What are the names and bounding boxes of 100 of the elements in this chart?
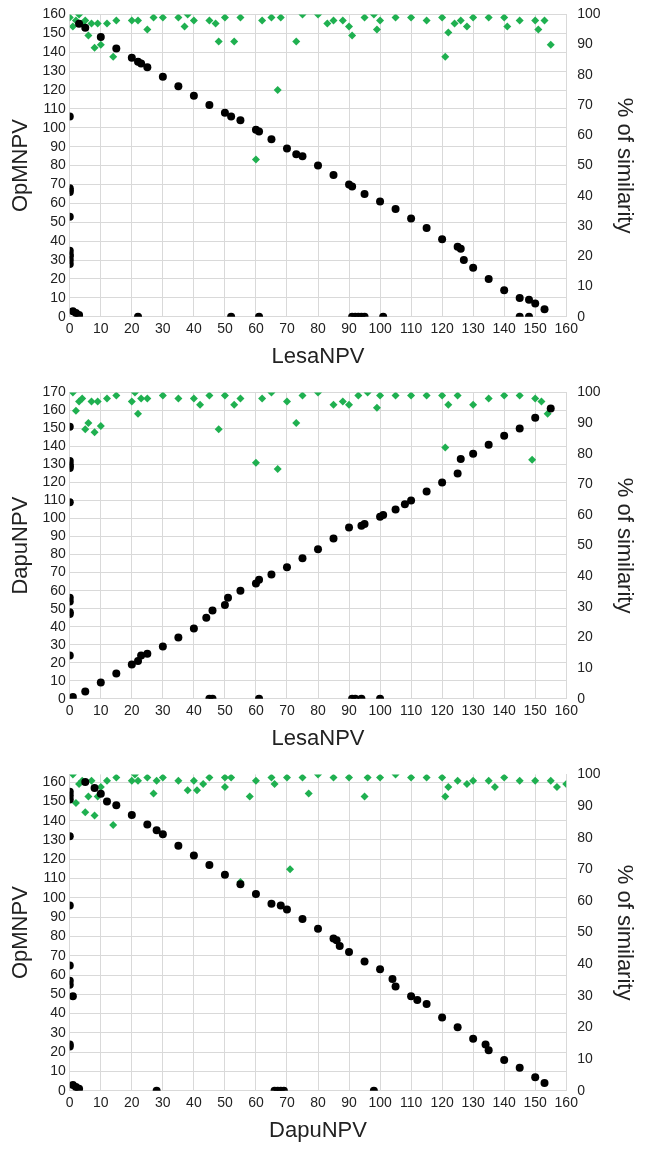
y2-tick-label: 40 xyxy=(577,567,594,584)
y2-tick-label: 40 xyxy=(577,955,594,972)
x-tick-label: 70 xyxy=(279,1094,295,1111)
x-tick-label: 160 xyxy=(554,1094,579,1111)
y2-tick-label: 100 xyxy=(577,5,601,22)
x-tick-label: 110 xyxy=(399,320,423,337)
x-tick-label: 130 xyxy=(461,320,486,337)
y-tick-label: 50 xyxy=(50,213,66,230)
x-tick-label: 150 xyxy=(523,1094,548,1111)
y-tick-label: 60 xyxy=(50,965,66,982)
y2-tick-label: 80 xyxy=(577,65,594,82)
y2-tick-label: 30 xyxy=(577,986,594,1003)
y-tick-label: 160 xyxy=(42,5,66,22)
y-tick-label: 130 xyxy=(42,455,66,472)
x-axis-title: DapuNPV xyxy=(269,1116,368,1142)
y-tick-label: 60 xyxy=(50,581,66,598)
x-tick-label: 20 xyxy=(124,320,140,337)
x-tick-label: 10 xyxy=(93,1094,109,1111)
y-tick-label: 110 xyxy=(43,99,66,116)
y2-tick-label: 20 xyxy=(577,247,594,264)
y-tick-label: 90 xyxy=(50,137,66,154)
x-tick-label: 50 xyxy=(217,1094,233,1111)
y-tick-label: 20 xyxy=(50,269,66,286)
y-tick-label: 90 xyxy=(50,527,66,544)
y-axis-title: DapuNPV xyxy=(7,496,33,595)
y-tick-label: 40 xyxy=(50,1004,66,1021)
x-tick-label: 100 xyxy=(368,702,392,719)
y-tick-label: 40 xyxy=(50,232,66,249)
x-tick-label: 80 xyxy=(310,320,326,337)
y2-tick-label: 90 xyxy=(577,413,594,430)
x-tick-label: 120 xyxy=(430,702,455,719)
x-tick-label: 60 xyxy=(248,1094,264,1111)
x-tick-label: 110 xyxy=(399,702,423,719)
y2-tick-label: 30 xyxy=(577,216,594,233)
x-tick-label: 20 xyxy=(124,702,140,719)
y2-tick-label: 0 xyxy=(577,689,586,706)
y2-tick-label: 30 xyxy=(577,597,594,614)
y2-tick-label: 60 xyxy=(577,126,594,143)
y-tick-label: 10 xyxy=(50,671,66,688)
x-axis-title: LesaNPV xyxy=(271,724,365,750)
y-tick-label: 70 xyxy=(50,175,66,192)
y2-tick-label: 80 xyxy=(577,828,594,845)
y-tick-label: 110 xyxy=(43,869,66,886)
y-tick-label: 130 xyxy=(42,830,66,847)
y2-tick-label: 100 xyxy=(577,383,601,400)
y-tick-label: 120 xyxy=(42,80,66,97)
y-tick-label: 120 xyxy=(42,850,66,867)
y-tick-label: 20 xyxy=(50,1043,66,1060)
y2-axis-title: % of similarity xyxy=(612,97,638,234)
x-tick-label: 150 xyxy=(523,702,548,719)
y-tick-label: 140 xyxy=(42,43,66,60)
y-tick-label: 50 xyxy=(50,599,66,616)
x-tick-label: 30 xyxy=(155,1094,171,1111)
y-tick-label: 60 xyxy=(50,194,66,211)
x-tick-label: 160 xyxy=(554,320,579,337)
x-tick-label: 120 xyxy=(430,1094,455,1111)
y2-tick-label: 90 xyxy=(577,35,594,52)
y-tick-label: 10 xyxy=(50,1062,66,1079)
y2-tick-label: 20 xyxy=(577,1018,594,1035)
y-tick-label: 10 xyxy=(50,288,66,305)
x-tick-label: 30 xyxy=(155,320,171,337)
x-tick-label: 40 xyxy=(186,1094,202,1111)
y2-tick-label: 0 xyxy=(577,307,586,324)
y2-tick-label: 0 xyxy=(577,1081,586,1098)
y2-tick-label: 10 xyxy=(577,277,594,294)
y-axis-title: OpMNPV xyxy=(7,885,33,980)
y-tick-label: 110 xyxy=(43,491,66,508)
x-tick-label: 150 xyxy=(523,320,548,337)
y2-tick-label: 40 xyxy=(577,186,594,203)
y-tick-label: 160 xyxy=(42,772,66,789)
y-tick-label: 170 xyxy=(42,383,66,400)
y-tick-label: 0 xyxy=(57,307,66,324)
x-tick-label: 140 xyxy=(492,1094,517,1111)
y-tick-label: 150 xyxy=(42,792,66,809)
y2-tick-label: 70 xyxy=(577,860,594,877)
y-tick-label: 100 xyxy=(42,118,66,135)
x-tick-label: 80 xyxy=(310,702,326,719)
x-tick-label: 130 xyxy=(461,1094,486,1111)
y2-tick-label: 80 xyxy=(577,444,594,461)
y-tick-label: 80 xyxy=(50,927,66,944)
y-tick-label: 40 xyxy=(50,617,66,634)
y2-tick-label: 90 xyxy=(577,796,594,813)
x-tick-label: 100 xyxy=(368,1094,392,1111)
y-tick-label: 50 xyxy=(50,985,66,1002)
x-tick-label: 30 xyxy=(155,702,171,719)
y-tick-label: 30 xyxy=(50,1023,66,1040)
y-tick-label: 80 xyxy=(50,545,66,562)
y2-tick-label: 20 xyxy=(577,628,594,645)
y-tick-label: 0 xyxy=(57,689,66,706)
y-tick-label: 0 xyxy=(57,1081,66,1098)
y-tick-label: 160 xyxy=(42,401,66,418)
x-tick-label: 100 xyxy=(368,320,392,337)
y-tick-label: 100 xyxy=(42,509,66,526)
y2-tick-label: 50 xyxy=(577,536,594,553)
x-axis-title: LesaNPV xyxy=(271,342,365,368)
y-axis-title: OpMNPV xyxy=(7,118,33,213)
y2-tick-label: 70 xyxy=(577,475,594,492)
y-tick-label: 70 xyxy=(50,563,66,580)
y-tick-label: 100 xyxy=(42,888,66,905)
y2-tick-label: 50 xyxy=(577,156,594,173)
